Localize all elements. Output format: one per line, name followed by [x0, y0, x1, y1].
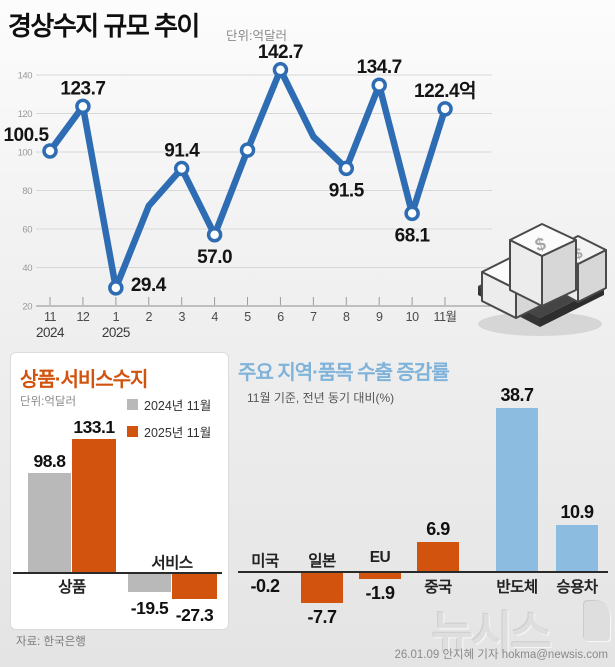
- data-point-marker: [272, 62, 289, 78]
- bar-서비스-2024년 11월: [128, 572, 171, 592]
- x-axis-tick-label: 4: [211, 310, 218, 324]
- legend: 2024년 11월 2025년 11월: [127, 395, 211, 449]
- trend-line: [46, 66, 449, 292]
- data-point-marker: [404, 205, 420, 222]
- data-point-label: 57.0: [197, 247, 232, 268]
- y-axis-tick-label: 60: [22, 225, 32, 236]
- y-axis-tick-label: 80: [22, 186, 32, 197]
- credit-line: 26.01.09 안지혜 기자 hokma@newsis.com: [394, 649, 608, 661]
- bar-일본: [301, 571, 343, 603]
- bar-value-label: 10.9: [560, 502, 594, 522]
- x-axis-tick-label: 5: [244, 310, 251, 324]
- bar-EU: [359, 571, 401, 579]
- data-point-label: 142.7: [258, 42, 303, 63]
- bar-value-label: -19.5: [130, 598, 169, 618]
- category-label-반도체: 반도체: [496, 579, 538, 596]
- bar-상품-2024년 11월: [28, 473, 71, 572]
- bar-value-label: 38.7: [500, 385, 534, 405]
- bar-value-label: -1.9: [365, 583, 395, 603]
- category-label-서비스: 서비스: [151, 555, 193, 572]
- data-point-marker: [371, 77, 387, 93]
- data-point-marker: [42, 143, 58, 159]
- goods-services-bar-chart: 98.8 133.1 상품 -19.5 -27.3 서비스: [11, 353, 226, 627]
- bar-반도체: [496, 408, 538, 571]
- bar-value-label: -27.3: [175, 605, 214, 625]
- data-point-label: 122.4억: [414, 80, 476, 102]
- data-point-label: 134.7: [357, 57, 402, 78]
- data-point-marker: [75, 98, 91, 115]
- legend-swatch-2025: [127, 426, 138, 437]
- category-label-일본: 일본: [308, 553, 336, 570]
- x-axis-tick-label: 6: [277, 310, 284, 324]
- goods-services-panel: 상품·서비스수지 단위:억달러 2024년 11월 2025년 11월 98.8…: [10, 352, 229, 630]
- category-label-상품: 상품: [58, 579, 86, 596]
- bar-value-label: -7.7: [307, 607, 337, 627]
- bar-미국: [244, 571, 286, 572]
- legend-label-2025: 2025년 11월: [144, 426, 212, 440]
- bar-value-label: 6.9: [426, 519, 450, 539]
- export-axis: [238, 571, 608, 573]
- data-point-marker: [239, 142, 256, 158]
- y-axis-tick-label: 140: [18, 71, 33, 82]
- data-point-label: 91.5: [329, 180, 365, 201]
- bar-중국: [417, 542, 459, 571]
- x-axis-year-label: 2024: [36, 325, 65, 340]
- goods-services-unit: 단위:억달러: [20, 396, 77, 408]
- legend-item-2025: 2025년 11월: [127, 422, 211, 441]
- source-note: 자료: 한국은행: [16, 636, 86, 648]
- x-axis-tick-label: 7: [310, 310, 317, 324]
- data-point-marker: [206, 227, 223, 243]
- data-point-marker: [108, 280, 124, 296]
- category-label-미국: 미국: [251, 553, 279, 570]
- y-axis-tick-label: 120: [18, 109, 33, 120]
- x-axis-tick-label: 2: [146, 310, 153, 324]
- category-label-EU: EU: [369, 549, 391, 566]
- bar-승용차: [556, 525, 598, 571]
- x-axis-tick-label: 11: [44, 310, 57, 324]
- x-axis-tick-label: 1: [113, 310, 120, 324]
- bar-value-label: -0.2: [250, 576, 280, 596]
- y-axis-tick-label: 100: [18, 148, 33, 159]
- data-point-marker: [437, 101, 453, 117]
- x-axis-tick-label: 11월: [434, 310, 457, 324]
- goods-services-axis: [13, 572, 222, 574]
- page-title: 경상수지 규모 추이: [8, 11, 200, 41]
- legend-swatch-2024: [127, 399, 138, 410]
- y-axis-tick-label: 20: [22, 302, 32, 313]
- data-point-label: 68.1: [395, 225, 431, 246]
- data-point-label: 29.4: [131, 275, 167, 296]
- x-axis-tick-label: 8: [343, 310, 350, 324]
- x-axis-tick-label: 3: [178, 310, 185, 324]
- money-stack-icon: $ $ $: [478, 223, 607, 336]
- legend-label-2024: 2024년 11월: [144, 399, 212, 413]
- x-axis-tick-label: 12: [76, 310, 89, 324]
- bar-서비스-2025년 11월: [172, 572, 217, 599]
- legend-item-2024: 2024년 11월: [127, 395, 211, 414]
- x-axis-tick-label: 9: [376, 310, 383, 324]
- category-label-승용차: 승용차: [556, 579, 598, 596]
- bar-value-label: 133.1: [73, 417, 115, 437]
- bar-상품-2025년 11월: [72, 439, 116, 572]
- data-point-label: 100.5: [3, 125, 49, 146]
- data-point-marker: [338, 160, 355, 177]
- data-point-label: 91.4: [164, 141, 200, 162]
- data-point-label: 123.7: [60, 78, 105, 99]
- y-axis-tick-label: 40: [22, 263, 32, 274]
- export-chart-title: 주요 지역·품목 수출 증감률: [238, 362, 450, 384]
- x-axis-tick-label: 10: [406, 310, 419, 324]
- goods-services-title: 상품·서비스수지: [20, 369, 148, 391]
- bar-value-label: 98.8: [33, 451, 66, 471]
- main-unit-label: 단위:억달러: [226, 29, 287, 43]
- category-label-중국: 중국: [424, 579, 452, 596]
- x-axis-year-label: 2025: [102, 325, 130, 340]
- newsis-watermark: 뉴시스: [432, 607, 552, 658]
- export-chart-subtitle: 11월 기준, 전년 동기 대비(%): [247, 391, 395, 405]
- newsis-logo-icon: [584, 601, 610, 641]
- data-point-marker: [173, 160, 190, 177]
